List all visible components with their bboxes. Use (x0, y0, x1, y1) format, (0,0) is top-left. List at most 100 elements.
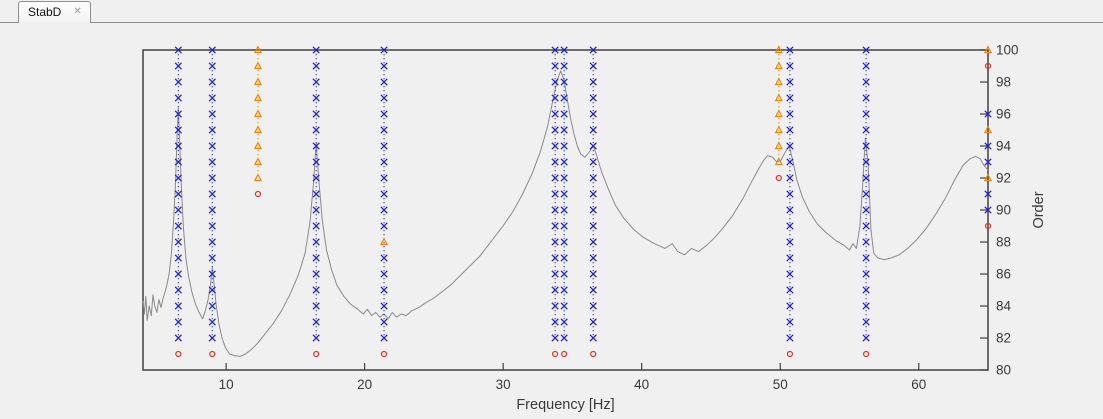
stable-pole-x-marker[interactable] (560, 174, 568, 182)
stable-pole-x-marker[interactable] (786, 46, 794, 54)
frequency-pole-triangle-marker[interactable] (253, 93, 263, 102)
stable-pole-x-marker[interactable] (560, 190, 568, 198)
stable-pole-x-marker[interactable] (551, 62, 559, 70)
stable-pole-x-marker[interactable] (786, 222, 794, 230)
stable-pole-x-marker[interactable] (560, 142, 568, 150)
stable-pole-x-marker[interactable] (312, 302, 320, 310)
stable-pole-x-marker[interactable] (551, 270, 559, 278)
stable-pole-x-marker[interactable] (551, 174, 559, 182)
frequency-pole-triangle-marker[interactable] (774, 157, 783, 166)
stable-pole-x-marker[interactable] (174, 286, 182, 294)
new-pole-circle-marker[interactable] (561, 350, 568, 358)
stable-pole-x-marker[interactable] (208, 94, 216, 102)
stable-pole-x-marker[interactable] (862, 334, 870, 342)
frequency-pole-triangle-marker[interactable] (774, 109, 783, 118)
stable-pole-x-marker[interactable] (984, 158, 992, 166)
stable-pole-x-marker[interactable] (380, 334, 388, 342)
stable-pole-x-marker[interactable] (589, 238, 597, 246)
stable-pole-x-marker[interactable] (589, 62, 597, 70)
stable-pole-x-marker[interactable] (312, 126, 320, 134)
stable-pole-x-marker[interactable] (560, 222, 568, 230)
stable-pole-x-marker[interactable] (174, 222, 182, 230)
stable-pole-x-marker[interactable] (589, 126, 597, 134)
stable-pole-x-marker[interactable] (312, 158, 320, 166)
stable-pole-x-marker[interactable] (174, 238, 182, 246)
frequency-pole-triangle-marker[interactable] (253, 141, 263, 150)
stable-pole-x-marker[interactable] (560, 334, 568, 342)
stable-pole-x-marker[interactable] (589, 190, 597, 198)
stable-pole-x-marker[interactable] (560, 254, 568, 262)
stable-pole-x-marker[interactable] (174, 254, 182, 262)
stable-pole-x-marker[interactable] (312, 174, 320, 182)
stable-pole-x-marker[interactable] (551, 78, 559, 86)
frequency-pole-triangle-marker[interactable] (983, 45, 993, 54)
stable-pole-x-marker[interactable] (786, 302, 794, 310)
stable-pole-x-marker[interactable] (208, 142, 216, 150)
stable-pole-x-marker[interactable] (174, 46, 182, 54)
stable-pole-x-marker[interactable] (560, 270, 568, 278)
new-pole-circle-marker[interactable] (175, 350, 182, 358)
stable-pole-x-marker[interactable] (589, 110, 597, 118)
stable-pole-x-marker[interactable] (589, 174, 597, 182)
new-pole-circle-marker[interactable] (984, 222, 992, 230)
stable-pole-x-marker[interactable] (208, 334, 216, 342)
stable-pole-x-marker[interactable] (786, 286, 794, 294)
stable-pole-x-marker[interactable] (786, 94, 794, 102)
frequency-pole-triangle-marker[interactable] (253, 157, 263, 166)
stable-pole-x-marker[interactable] (786, 270, 794, 278)
stable-pole-x-marker[interactable] (312, 270, 320, 278)
tab-stabd[interactable]: StabD ✕ (18, 1, 91, 23)
frequency-pole-triangle-marker[interactable] (253, 173, 263, 182)
new-pole-circle-marker[interactable] (380, 350, 388, 358)
stable-pole-x-marker[interactable] (862, 270, 870, 278)
stable-pole-x-marker[interactable] (862, 158, 870, 166)
stable-pole-x-marker[interactable] (589, 318, 597, 326)
stable-pole-x-marker[interactable] (380, 190, 388, 198)
stable-pole-x-marker[interactable] (862, 78, 870, 86)
stable-pole-x-marker[interactable] (174, 174, 182, 182)
stable-pole-x-marker[interactable] (312, 318, 320, 326)
stable-pole-x-marker[interactable] (208, 158, 216, 166)
frequency-pole-triangle-marker[interactable] (379, 237, 389, 246)
stable-pole-x-marker[interactable] (786, 318, 794, 326)
stable-pole-x-marker[interactable] (786, 110, 794, 118)
stable-pole-x-marker[interactable] (174, 94, 182, 102)
stable-pole-x-marker[interactable] (312, 142, 320, 150)
stable-pole-x-marker[interactable] (380, 142, 388, 150)
stable-pole-x-marker[interactable] (174, 190, 182, 198)
new-pole-circle-marker[interactable] (862, 350, 870, 358)
stable-pole-x-marker[interactable] (560, 62, 568, 70)
stable-pole-x-marker[interactable] (589, 222, 597, 230)
pole-column[interactable] (253, 45, 263, 198)
stable-pole-x-marker[interactable] (984, 190, 992, 198)
stable-pole-x-marker[interactable] (560, 318, 568, 326)
stable-pole-x-marker[interactable] (862, 110, 870, 118)
stable-pole-x-marker[interactable] (380, 206, 388, 214)
stable-pole-x-marker[interactable] (984, 110, 992, 118)
frequency-pole-triangle-marker[interactable] (983, 173, 993, 182)
stable-pole-x-marker[interactable] (560, 158, 568, 166)
pole-column[interactable] (379, 46, 389, 358)
stable-pole-x-marker[interactable] (589, 142, 597, 150)
frequency-pole-triangle-marker[interactable] (774, 93, 783, 102)
stable-pole-x-marker[interactable] (380, 126, 388, 134)
stable-pole-x-marker[interactable] (551, 190, 559, 198)
stable-pole-x-marker[interactable] (551, 286, 559, 294)
stable-pole-x-marker[interactable] (560, 206, 568, 214)
stable-pole-x-marker[interactable] (786, 142, 794, 150)
new-pole-circle-marker[interactable] (254, 190, 262, 198)
new-pole-circle-marker[interactable] (984, 62, 992, 70)
stable-pole-x-marker[interactable] (312, 238, 320, 246)
stable-pole-x-marker[interactable] (786, 206, 794, 214)
pole-column[interactable] (983, 45, 993, 230)
stable-pole-x-marker[interactable] (786, 62, 794, 70)
new-pole-circle-marker[interactable] (313, 350, 320, 358)
frequency-pole-triangle-marker[interactable] (253, 61, 263, 70)
stable-pole-x-marker[interactable] (174, 334, 182, 342)
stable-pole-x-marker[interactable] (174, 270, 182, 278)
stable-pole-x-marker[interactable] (312, 334, 320, 342)
stable-pole-x-marker[interactable] (208, 318, 216, 326)
tab-close-icon[interactable]: ✕ (73, 6, 82, 17)
stable-pole-x-marker[interactable] (862, 318, 870, 326)
pole-column[interactable] (551, 46, 559, 358)
